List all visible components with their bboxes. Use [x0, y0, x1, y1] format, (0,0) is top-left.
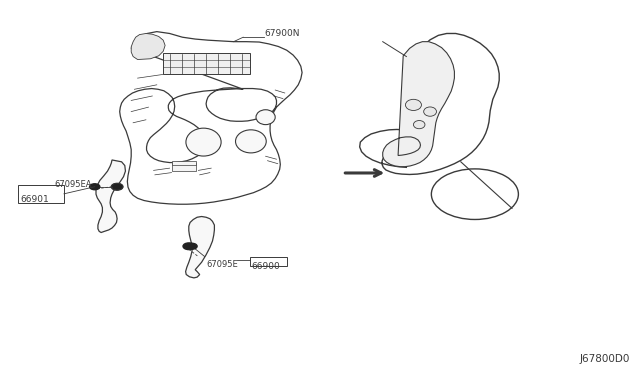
Bar: [172, 163, 196, 171]
Polygon shape: [131, 33, 165, 60]
Text: J67800D0: J67800D0: [580, 354, 630, 364]
Ellipse shape: [413, 121, 425, 129]
Circle shape: [90, 184, 100, 190]
Polygon shape: [120, 32, 302, 204]
Ellipse shape: [186, 128, 221, 156]
Text: 67900N: 67900N: [264, 29, 300, 38]
Polygon shape: [186, 217, 214, 278]
Text: 66901: 66901: [20, 195, 49, 203]
Ellipse shape: [424, 107, 436, 116]
Text: 66900: 66900: [251, 262, 280, 271]
Bar: [172, 161, 196, 165]
Ellipse shape: [236, 130, 266, 153]
Ellipse shape: [256, 110, 275, 125]
Text: 67095EA: 67095EA: [54, 180, 92, 189]
Text: 67095E: 67095E: [206, 260, 238, 269]
Circle shape: [187, 243, 197, 249]
Ellipse shape: [406, 99, 422, 110]
Polygon shape: [383, 42, 454, 167]
Bar: [250, 257, 287, 266]
Circle shape: [111, 183, 123, 190]
Polygon shape: [96, 160, 125, 232]
Circle shape: [183, 243, 195, 250]
FancyBboxPatch shape: [163, 53, 250, 74]
Bar: [18, 185, 64, 203]
